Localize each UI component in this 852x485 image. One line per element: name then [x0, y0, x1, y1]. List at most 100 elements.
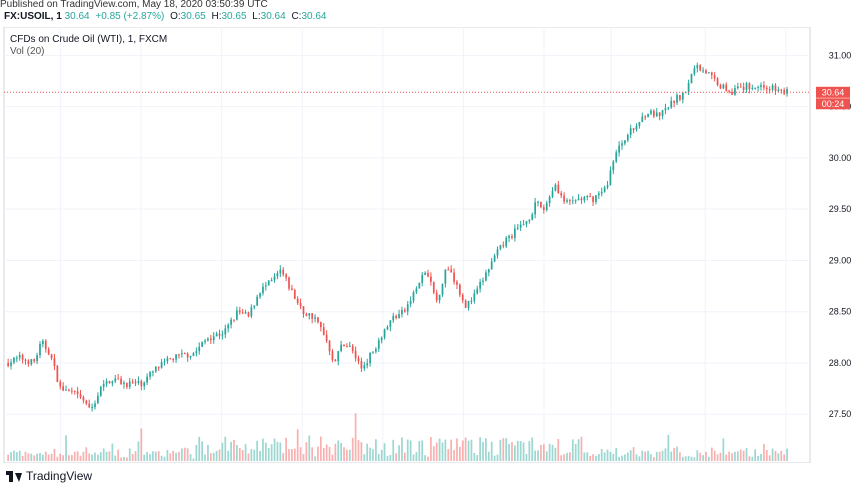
volume-bar	[600, 448, 603, 461]
candle-body	[114, 378, 117, 382]
volume-bar	[421, 440, 424, 461]
tradingview-logo[interactable]: TradingView	[6, 469, 92, 483]
volume-bar	[189, 454, 192, 461]
volume-bar	[398, 445, 400, 461]
candle-body	[516, 227, 519, 229]
volume-bar	[256, 440, 259, 461]
price-chart[interactable]: 31.0030.5030.0029.5029.0028.5028.0027.50…	[0, 26, 852, 475]
volume-bar	[253, 449, 256, 461]
candle-body	[18, 354, 21, 358]
candle-body	[545, 203, 548, 210]
volume-bar	[589, 455, 592, 461]
volume-bar	[647, 450, 649, 461]
volume-bar	[482, 441, 484, 461]
volume-bar	[291, 449, 293, 461]
close-value: 30.64	[301, 11, 327, 22]
candle-body	[398, 314, 400, 319]
volume-bar	[522, 442, 525, 461]
volume-bar	[490, 441, 493, 461]
volume-legend[interactable]: Vol (20)	[10, 46, 45, 57]
volume-bar	[68, 455, 70, 461]
candle-body	[664, 108, 667, 111]
volume-bar	[230, 441, 232, 461]
volume-bar	[24, 451, 27, 461]
volume-bar	[560, 455, 563, 461]
candle-body	[73, 391, 76, 393]
volume-bar	[690, 456, 693, 461]
volume-bar	[621, 455, 623, 461]
volume-bar	[618, 456, 620, 461]
volume-bar	[652, 457, 655, 461]
candle-body	[123, 382, 125, 385]
volume-bar	[259, 450, 261, 461]
candle-body	[241, 312, 244, 314]
candle-body	[540, 201, 542, 208]
volume-bar	[392, 439, 395, 461]
candle-body	[476, 288, 479, 294]
volume-bar	[435, 442, 438, 461]
chart-frame[interactable]: 31.0030.5030.0029.5029.0028.5028.0027.50…	[0, 26, 852, 475]
countdown-badge-text: 00:24	[822, 99, 845, 109]
candle-body	[264, 285, 267, 287]
candle-body	[702, 70, 704, 72]
candle-body	[134, 382, 137, 384]
volume-bar	[140, 428, 143, 461]
symbol-label: FX:USOIL, 1	[4, 11, 62, 22]
volume-bar	[389, 455, 392, 461]
candle-body	[30, 359, 33, 365]
price-tick-label: 31.00	[829, 50, 852, 60]
volume-bar	[705, 451, 707, 461]
candle-body	[334, 359, 337, 362]
candle-body	[117, 378, 120, 380]
volume-bar	[131, 453, 134, 461]
candle-body	[458, 284, 461, 295]
volume-bar	[650, 454, 652, 461]
plot-border	[3, 26, 811, 464]
candle-body	[270, 280, 273, 282]
volume-bar	[641, 450, 644, 461]
candle-body	[319, 322, 322, 328]
volume-bar	[722, 438, 725, 461]
volume-bar	[340, 442, 343, 461]
volume-bar	[493, 455, 496, 461]
candle-body	[485, 272, 487, 281]
candle-body	[748, 83, 751, 90]
volume-bar	[285, 437, 287, 461]
candle-body	[88, 403, 91, 408]
candle-body	[676, 95, 678, 103]
candle-body	[59, 381, 62, 387]
volume-bar	[595, 455, 597, 461]
volume-bar	[383, 443, 386, 461]
volume-bar	[47, 454, 50, 461]
candle-body	[94, 403, 96, 408]
candle-body	[638, 122, 641, 126]
candle-body	[10, 362, 12, 367]
candle-body	[757, 86, 759, 88]
candle-body	[560, 193, 563, 196]
price-badge-text: 30.64	[822, 87, 845, 97]
volume-bar	[438, 438, 441, 461]
volume-bar	[444, 439, 447, 461]
candle-body	[699, 65, 702, 71]
volume-bar	[479, 437, 481, 461]
volume-bar	[667, 434, 670, 461]
volume-bar	[514, 445, 516, 461]
volume-bar	[476, 455, 479, 461]
volume-bar	[357, 440, 360, 461]
candle-body	[453, 272, 455, 282]
low-label: L:	[252, 11, 261, 22]
candle-body	[395, 315, 398, 319]
candle-body	[50, 354, 53, 359]
candle-body	[777, 89, 780, 91]
candle-body	[673, 100, 675, 103]
volume-bar	[288, 449, 290, 461]
candle-body	[79, 394, 82, 398]
volume-bar	[655, 451, 658, 461]
candle-body	[183, 353, 186, 355]
candle-body	[574, 200, 577, 202]
volume-bar	[774, 450, 777, 461]
candle-body	[181, 353, 183, 355]
candle-body	[519, 224, 522, 228]
candle-body	[157, 366, 160, 368]
volume-bar	[175, 452, 177, 461]
